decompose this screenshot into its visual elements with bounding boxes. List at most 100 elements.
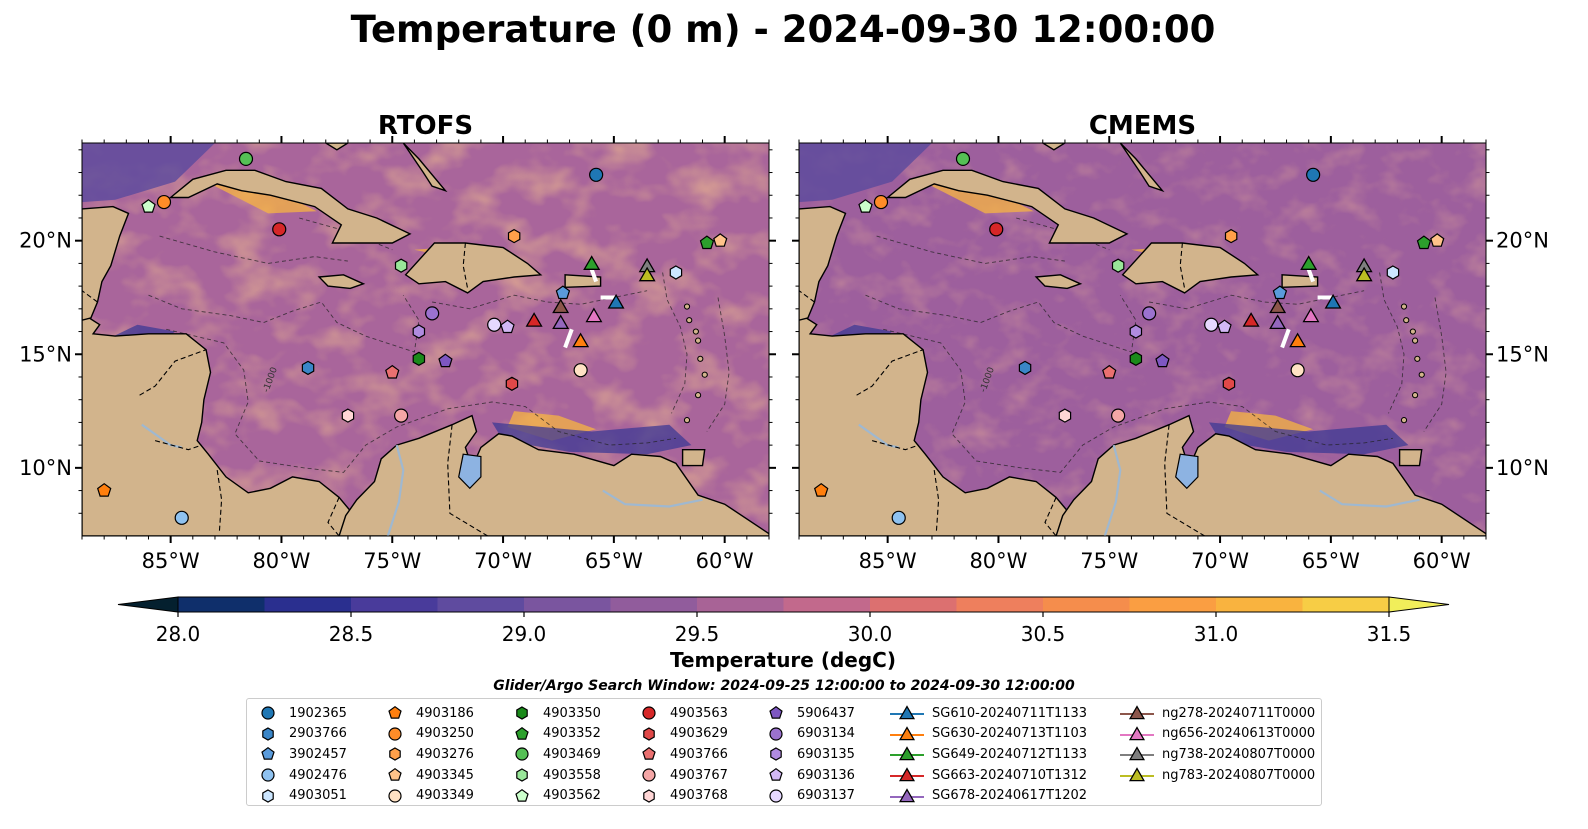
land-puertoRico xyxy=(564,274,602,289)
legend-entry: 4903186 xyxy=(382,703,474,724)
glider-SG630-20240713T1103 xyxy=(1289,332,1307,348)
float-legend-icon xyxy=(643,727,655,741)
colorbar-segment xyxy=(1129,597,1217,612)
glider-ng656-20240613T0000 xyxy=(585,307,603,323)
land-bahamas2 xyxy=(1119,143,1165,193)
argo-float-6903136 xyxy=(500,319,515,334)
glider-SG678-20240617T1202 xyxy=(552,314,570,330)
river xyxy=(386,444,405,536)
land-centralAmerica xyxy=(82,312,358,536)
legend-label: 4903558 xyxy=(543,767,601,783)
float-legend-icon xyxy=(515,726,529,740)
float-legend-icon xyxy=(262,727,274,741)
argo-float-4903276 xyxy=(507,228,521,244)
argo-float-4903250 xyxy=(156,194,172,210)
argo-float-4903051 xyxy=(669,265,683,280)
land-bahamas2 xyxy=(402,143,448,193)
land-bahamas1 xyxy=(324,143,350,151)
float-legend-icon xyxy=(516,706,528,720)
legend-column: 4903350 4903352 4903469 4903558 4903562 xyxy=(509,703,601,806)
legend-marker xyxy=(388,789,402,803)
legend-entry: 1902365 xyxy=(255,703,347,724)
legend-marker xyxy=(1128,767,1146,782)
country-border xyxy=(139,349,207,396)
float-legend-icon xyxy=(769,768,783,781)
float-legend-icon xyxy=(642,768,656,782)
land-island xyxy=(1414,355,1421,362)
glider-track xyxy=(1280,328,1291,349)
legend-entry: 4903563 xyxy=(636,703,728,724)
map-frame xyxy=(81,142,770,537)
land-island xyxy=(701,371,708,378)
figure-title: Temperature (0 m) - 2024-09-30 12:00:00 xyxy=(351,8,1216,51)
legend-marker xyxy=(769,727,783,741)
argo-float-4903766 xyxy=(385,364,400,379)
argo-float-2903766 xyxy=(1018,360,1032,376)
lake-maracaibo xyxy=(1175,453,1199,490)
float-legend-icon xyxy=(642,747,656,761)
legend-entry: 4903349 xyxy=(382,785,474,806)
y-tick-label: 20°N xyxy=(19,229,72,253)
glider-track xyxy=(563,328,574,349)
colorbar-tick-label: 31.0 xyxy=(1194,622,1239,646)
glider-ng783-20240807T0000 xyxy=(1355,266,1373,282)
observation-markers xyxy=(813,151,1445,525)
colorbar: 28.0 28.5 29.0 29.5 30.0 30.5 31.0 31.5 Temperat… xyxy=(117,596,1450,672)
land-island xyxy=(694,337,702,344)
x-tick-label: 75°W xyxy=(363,549,421,573)
legend-marker xyxy=(642,706,656,720)
legend-label: 4903766 xyxy=(670,746,728,762)
x-tick-label: 70°W xyxy=(474,549,532,573)
argo-float-6903137 xyxy=(1204,317,1219,332)
argo-float-4903352 xyxy=(1416,235,1432,250)
argo-float-4903558 xyxy=(394,258,408,273)
glider-legend-icon xyxy=(1120,705,1154,720)
colorbar-segment xyxy=(610,597,698,612)
colorbar-tick-label: 30.0 xyxy=(848,622,893,646)
legend-entry: ng783-20240807T0000 xyxy=(1120,765,1315,786)
float-legend-icon xyxy=(515,747,529,762)
float-legend-icon xyxy=(516,768,528,782)
colorbar-segment xyxy=(1216,597,1304,612)
float-legend-icon xyxy=(388,768,402,781)
argo-float-4903250 xyxy=(873,194,889,210)
legend-label: ng783-20240807T0000 xyxy=(1162,767,1316,783)
cool-water-patch xyxy=(1209,422,1409,455)
legend-entry: SG678-20240617T1202 xyxy=(890,785,1087,806)
argo-float-5906437 xyxy=(438,353,453,368)
argo-float-4903352 xyxy=(699,235,715,250)
land-island xyxy=(1418,371,1425,378)
legend-marker xyxy=(515,788,529,802)
country-border xyxy=(82,290,98,303)
land-island xyxy=(697,355,704,362)
colorbar-tick-label: 29.5 xyxy=(675,622,720,646)
glider-SG610-20240711T1133 xyxy=(607,293,625,309)
x-tick-label: 60°W xyxy=(1413,549,1471,573)
legend-column: 5906437 6903134 6903135 6903136 6903137 xyxy=(763,703,855,806)
land-trinidad xyxy=(681,449,706,467)
argo-float-5906437 xyxy=(1155,353,1170,368)
glider-legend-icon xyxy=(890,746,924,761)
legend-column: 4903563 4903629 4903766 4903767 4903768 xyxy=(636,703,728,806)
legend-label: 6903137 xyxy=(797,788,855,804)
argo-float-1902365 xyxy=(1306,167,1321,182)
argo-float-4903349 xyxy=(1290,363,1305,378)
colorbar-segment xyxy=(351,597,439,612)
glider-legend-icon xyxy=(890,726,924,741)
legend-marker xyxy=(898,787,916,802)
legend-marker xyxy=(262,788,274,803)
legend-label: 1902365 xyxy=(289,705,347,721)
colorbar-tick-label: 29.0 xyxy=(502,622,547,646)
glider-SG663-20240710T1312 xyxy=(1242,312,1260,327)
legend-label: 2903766 xyxy=(289,726,347,742)
isobath-contour xyxy=(1379,272,1405,414)
land-hispaniola xyxy=(404,242,543,294)
legend-entry: 4903767 xyxy=(636,765,728,786)
isobath-contour xyxy=(883,328,1393,473)
legend-marker xyxy=(388,727,402,741)
argo-float-4903350 xyxy=(1129,351,1143,366)
land-trinidad xyxy=(1398,449,1423,467)
glider-legend-icon xyxy=(1120,746,1154,761)
country-border xyxy=(154,440,202,451)
legend-label: SG630-20240713T1103 xyxy=(932,726,1088,742)
